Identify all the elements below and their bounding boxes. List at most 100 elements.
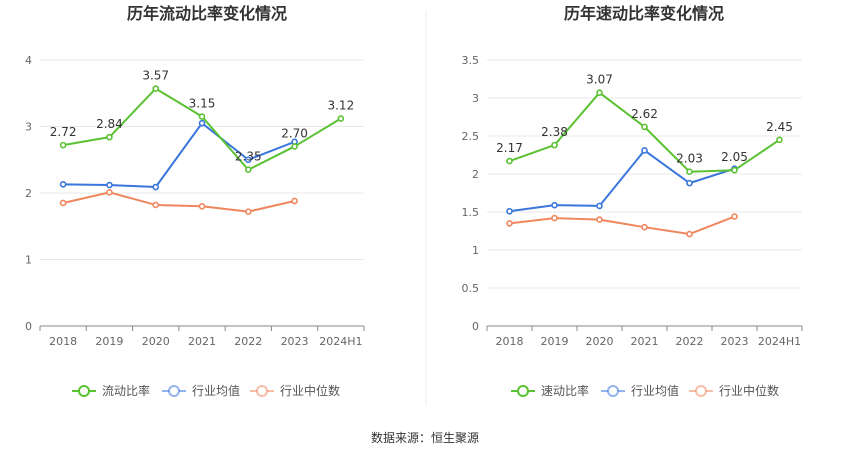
- data-label: 3.57: [142, 69, 169, 83]
- x-tick-label: 2023: [281, 335, 309, 348]
- x-tick-label: 2021: [631, 335, 659, 348]
- legend-label: 行业均值: [631, 383, 679, 398]
- data-label: 2.35: [235, 150, 262, 164]
- data-point-median: [152, 201, 160, 209]
- x-tick-label: 2024H1: [758, 335, 801, 348]
- data-point-median: [551, 214, 558, 222]
- data-point-avg: [244, 156, 252, 164]
- chart-title: 历年速动比率变化情况: [564, 4, 724, 23]
- y-tick-label: 2: [25, 187, 32, 200]
- series-line-avg: [63, 122, 295, 189]
- data-point-median: [59, 199, 67, 207]
- data-label: 2.70: [281, 126, 308, 140]
- data-label: 3.07: [586, 73, 613, 87]
- y-tick-label: 3: [25, 121, 32, 134]
- x-tick-label: 2023: [721, 335, 749, 348]
- data-point-main: [152, 85, 160, 92]
- legend-marker: [607, 385, 619, 397]
- y-tick-label: 2: [472, 168, 479, 181]
- legend-item-main: 流动比率: [72, 383, 150, 398]
- legend-label: 行业中位数: [719, 383, 779, 398]
- current-ratio-chart: 历年流动比率变化情况 0 1 2 3 4 2018 2019 2020 2021 2022 2023 2…: [25, 4, 365, 398]
- y-tick-label: 2.5: [462, 130, 480, 143]
- data-point-main: [596, 89, 603, 96]
- data-label: 2.38: [541, 125, 568, 139]
- data-label: 2.62: [631, 107, 658, 121]
- legend-item-median: 行业中位数: [689, 383, 779, 398]
- legend-item-avg: 行业均值: [162, 383, 240, 398]
- data-label: 3.12: [327, 99, 354, 113]
- data-point-median: [731, 213, 738, 220]
- data-label: 3.15: [189, 97, 216, 111]
- series-line-median: [62, 191, 295, 213]
- chart-title: 历年流动比率变化情况: [127, 4, 287, 23]
- legend-label: 行业中位数: [280, 383, 340, 398]
- series-line-avg: [509, 149, 735, 213]
- y-tick-label: 1: [25, 254, 32, 267]
- legend-marker: [256, 385, 268, 397]
- data-point-avg: [641, 147, 648, 154]
- quick-ratio-chart: 历年速动比率变化情况 0 0.5 1 1.5 2 2.5 3 3.5 2018 2019 2020 20…: [462, 4, 803, 398]
- x-tick-label: 2024H1: [319, 335, 362, 348]
- legend-item-main: 速动比率: [511, 383, 589, 398]
- legend-marker: [168, 385, 180, 397]
- data-point-main: [686, 168, 693, 176]
- data-label: 2.05: [721, 150, 748, 164]
- legend-label: 行业均值: [192, 383, 240, 398]
- data-point-median: [506, 220, 513, 227]
- x-tick-label: 2021: [188, 335, 216, 348]
- data-label: 2.17: [496, 141, 523, 155]
- data-point-main: [776, 136, 783, 144]
- data-point-main: [291, 143, 298, 150]
- data-point-main: [198, 113, 206, 120]
- legend-label: 流动比率: [102, 383, 150, 398]
- x-tick-label: 2022: [234, 335, 262, 348]
- data-label: 2.45: [766, 120, 793, 134]
- data-point-main: [731, 166, 738, 174]
- legend-item-median: 行业中位数: [250, 383, 340, 398]
- x-tick-label: 2018: [496, 335, 524, 348]
- x-tick-label: 2019: [541, 335, 569, 348]
- x-tick-label: 2020: [586, 335, 614, 348]
- data-point-avg: [596, 202, 603, 210]
- legend-label: 速动比率: [541, 383, 589, 398]
- data-point-avg: [551, 201, 558, 209]
- legend-marker: [517, 385, 529, 397]
- data-point-main: [337, 115, 345, 122]
- data-point-main: [106, 133, 113, 141]
- y-tick-label: 0: [472, 320, 479, 333]
- x-tick-label: 2020: [142, 335, 170, 348]
- data-point-main: [59, 141, 67, 149]
- data-point-main: [551, 141, 558, 149]
- y-tick-label: 3: [472, 92, 479, 105]
- data-point-avg: [198, 119, 206, 127]
- data-label: 2.84: [96, 117, 123, 131]
- data-point-median: [198, 203, 206, 210]
- data-point-avg: [152, 183, 160, 191]
- y-tick-label: 4: [25, 54, 32, 67]
- data-point-median: [291, 197, 298, 205]
- data-point-median: [106, 189, 113, 196]
- data-source: 数据来源：恒生聚源: [371, 430, 479, 445]
- data-label: 2.72: [50, 125, 77, 139]
- data-point-avg: [686, 179, 693, 187]
- data-point-median: [596, 216, 603, 223]
- data-point-main: [641, 123, 648, 131]
- data-point-avg: [106, 181, 113, 189]
- x-tick-label: 2018: [49, 335, 77, 348]
- legend-item-avg: 行业均值: [601, 383, 679, 398]
- legend-marker: [695, 385, 707, 397]
- series-line-median: [509, 215, 735, 236]
- data-point-median: [641, 223, 648, 231]
- data-point-median: [244, 208, 252, 215]
- legend-marker: [78, 385, 90, 397]
- data-point-avg: [506, 207, 513, 215]
- data-label: 2.03: [676, 152, 703, 166]
- y-tick-label: 0: [25, 320, 32, 333]
- y-tick-label: 1: [472, 244, 479, 257]
- x-tick-label: 2019: [95, 335, 123, 348]
- y-tick-label: 0.5: [462, 282, 480, 295]
- data-point-main: [506, 157, 513, 165]
- x-tick-label: 2022: [676, 335, 704, 348]
